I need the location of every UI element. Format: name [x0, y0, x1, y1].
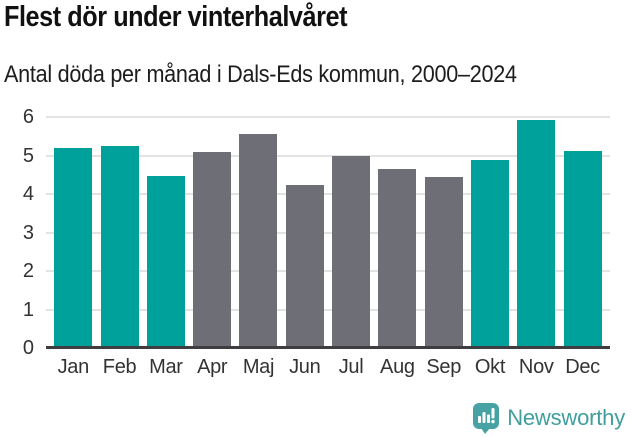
- newsworthy-logo-icon: [473, 403, 500, 434]
- x-tick-label-jun: Jun: [289, 356, 321, 378]
- gridline-6: [46, 116, 610, 118]
- gridline-4: [46, 193, 610, 195]
- gridline-3: [46, 231, 610, 234]
- bar-jun: [285, 184, 324, 348]
- y-tick-label-0: 0: [22, 337, 34, 359]
- bar-nov: [517, 120, 556, 348]
- plot-area: [46, 116, 610, 349]
- x-tick-label-maj: Maj: [242, 356, 275, 378]
- y-tick-label-5: 5: [22, 144, 34, 167]
- y-tick-label-1: 1: [22, 298, 34, 321]
- x-tick-label-aug: Aug: [380, 356, 415, 378]
- x-axis-labels: Jan Feb Mar Apr Maj Jun Jul Aug Sep Okt Nov Dec: [46, 356, 610, 382]
- gridline-5: [46, 154, 610, 157]
- y-tick-label-6: 6: [22, 106, 34, 128]
- bar-jul: [332, 155, 371, 348]
- x-axis-line: [46, 346, 610, 349]
- bar-mar: [146, 175, 185, 348]
- bar-dec: [563, 150, 602, 348]
- bar-apr: [193, 152, 232, 348]
- bar-okt: [470, 160, 509, 348]
- bar-feb: [100, 146, 139, 348]
- gridline-1: [46, 308, 610, 311]
- x-tick-label-mar: Mar: [149, 356, 183, 378]
- x-tick-label-apr: Apr: [197, 356, 228, 378]
- y-tick-label-2: 2: [22, 260, 34, 282]
- bar-aug: [378, 169, 417, 348]
- y-axis-labels: 0 1 2 3 4 5 6: [0, 106, 37, 359]
- x-tick-label-sep: Sep: [426, 356, 462, 378]
- y-tick-label-3: 3: [22, 221, 34, 244]
- x-tick-label-nov: Nov: [518, 356, 554, 378]
- brand-footer: Newsworthy: [472, 402, 625, 434]
- brand-name: Newsworthy: [507, 405, 625, 430]
- bar-jan: [54, 147, 93, 348]
- x-tick-label-jul: Jul: [338, 356, 364, 378]
- bar-sep: [424, 177, 463, 348]
- y-tick-label-4: 4: [22, 183, 34, 205]
- chart-subtitle: Antal döda per månad i Dals-Eds kommun, …: [4, 61, 517, 88]
- x-tick-label-okt: Okt: [474, 356, 506, 378]
- chart-title: Flest dör under vinterhalvåret: [4, 1, 348, 33]
- gridline-2: [46, 270, 610, 272]
- bars-container: [46, 117, 610, 348]
- bar-maj: [239, 133, 278, 348]
- x-tick-label-jan: Jan: [57, 356, 90, 378]
- x-tick-label-feb: Feb: [102, 356, 137, 378]
- x-tick-label-dec: Dec: [565, 356, 600, 378]
